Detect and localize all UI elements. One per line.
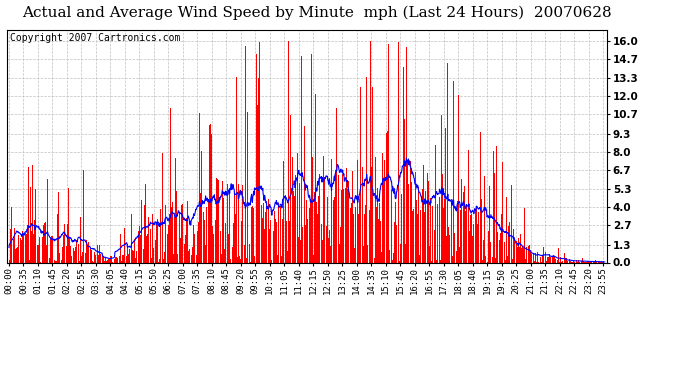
Text: Actual and Average Wind Speed by Minute  mph (Last 24 Hours)  20070628: Actual and Average Wind Speed by Minute … xyxy=(23,6,612,20)
Text: Copyright 2007 Cartronics.com: Copyright 2007 Cartronics.com xyxy=(10,33,180,44)
